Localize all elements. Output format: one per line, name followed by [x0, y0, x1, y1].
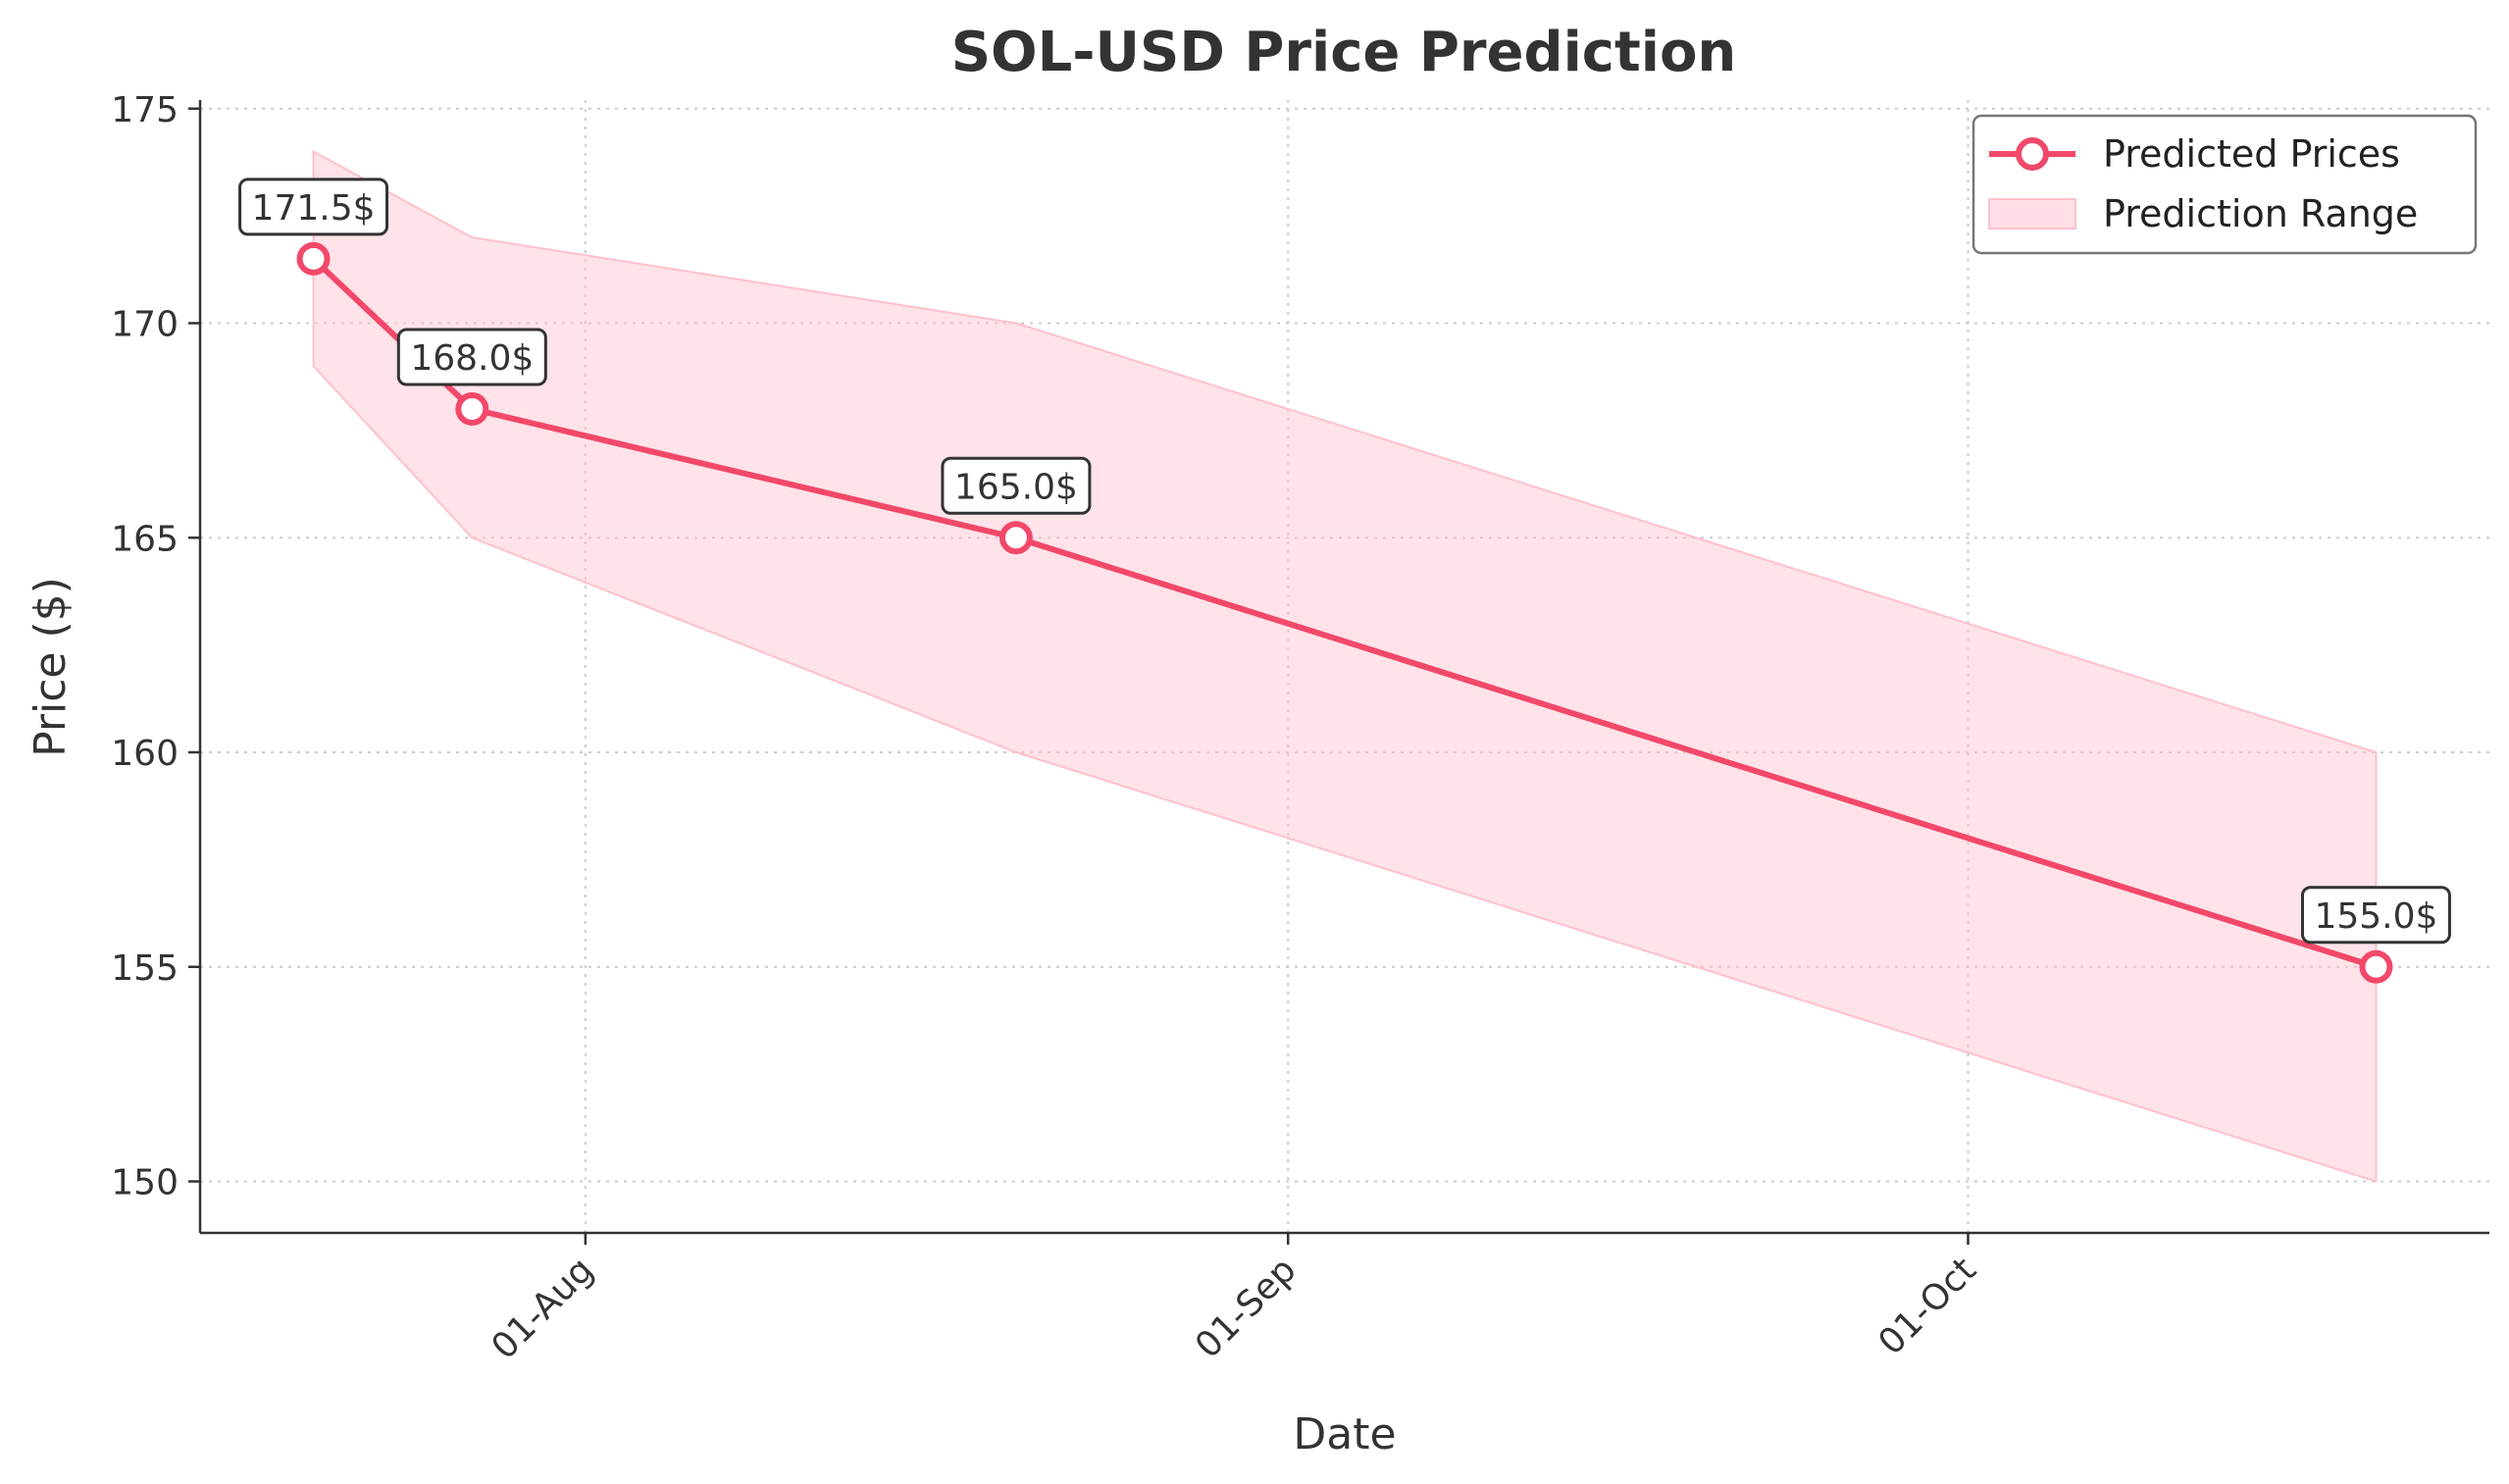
data-label: 171.5$ — [238, 178, 389, 236]
data-label-box — [396, 328, 547, 386]
data-label: 168.0$ — [396, 328, 547, 386]
data-label-text: 165.0$ — [954, 467, 1078, 507]
data-points-layer — [296, 241, 2393, 984]
y-tick-label: 155 — [111, 948, 179, 989]
x-axis-label: Date — [1293, 1409, 1396, 1459]
grid-lines — [200, 100, 2489, 1233]
data-label-box — [2300, 886, 2451, 945]
y-tick-label: 150 — [111, 1163, 179, 1203]
y-tick-label: 160 — [111, 734, 179, 774]
legend-label-predicted: Predicted Prices — [2103, 132, 2400, 176]
data-point — [296, 241, 331, 276]
y-tick-label: 165 — [111, 519, 179, 559]
data-label-box — [941, 456, 1092, 515]
y-axis-ticks: 150 155 160 165 170 175 — [111, 90, 200, 1203]
data-label-text: 168.0$ — [410, 338, 534, 379]
data-point — [998, 521, 1033, 555]
predicted-prices-line-layer — [311, 256, 2378, 970]
legend-marker-swatch — [2016, 137, 2049, 171]
legend-label-range: Prediction Range — [2103, 192, 2418, 235]
legend: Predicted Prices Prediction Range — [1971, 114, 2478, 255]
data-label: 165.0$ — [941, 456, 1092, 515]
data-label-box — [238, 178, 389, 236]
data-label-text: 171.5$ — [252, 188, 376, 229]
y-axis-label: Price ($) — [26, 577, 76, 757]
y-tick-label: 175 — [111, 90, 179, 130]
data-labels-layer: 171.5$ 168.0$ 165.0$ 155.0$ — [238, 178, 2451, 945]
chart-title: SOL-USD Price Prediction — [951, 21, 1737, 84]
legend-frame — [1971, 114, 2478, 255]
data-label: 155.0$ — [2300, 886, 2451, 945]
data-point — [2359, 949, 2393, 984]
prediction-range-band — [312, 149, 2378, 1183]
predicted-prices-line — [311, 256, 2378, 970]
data-label-text: 155.0$ — [2314, 896, 2437, 937]
data-point — [455, 392, 489, 426]
prediction-range-band-layer — [312, 149, 2378, 1183]
legend-band-swatch — [1988, 198, 2076, 230]
y-tick-label: 170 — [111, 305, 179, 345]
